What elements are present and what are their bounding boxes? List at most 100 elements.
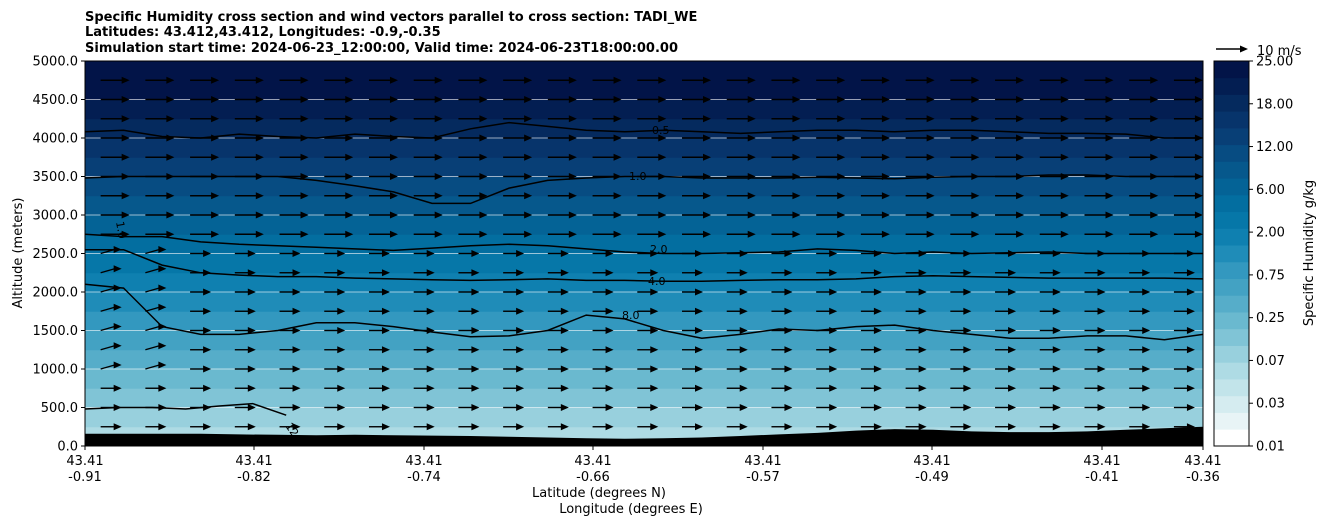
wind-vector (682, 307, 704, 315)
wind-vector-head (1194, 230, 1203, 238)
wind-vector-head (613, 115, 622, 123)
wind-vector (190, 307, 212, 315)
wind-vector-head (784, 269, 793, 277)
wind-vector (324, 327, 346, 334)
wind-vector-head (434, 76, 443, 84)
colorbar-swatch (1214, 362, 1249, 380)
wind-vector-head (479, 96, 488, 103)
wind-vector (816, 76, 846, 84)
wind-vector (1129, 115, 1159, 123)
wind-vector-head (926, 115, 935, 123)
wind-vector-head (524, 134, 533, 142)
wind-vector (324, 307, 346, 315)
colorbar-swatch (1214, 295, 1249, 313)
wind-vector-head (300, 134, 309, 142)
wind-vector-head (747, 173, 756, 180)
wind-vector (1039, 115, 1069, 123)
wind-vector (368, 269, 390, 277)
wind-vector-head (1105, 134, 1114, 142)
x-tick-label-lon: -0.66 (576, 470, 610, 485)
wind-vector-head (381, 269, 390, 277)
wind-vector-shaft (145, 364, 160, 370)
wind-vector (995, 346, 1017, 354)
y-tick-label: 1000.0 (33, 363, 79, 378)
wind-vector (1039, 230, 1069, 238)
wind-vector-head (479, 211, 488, 219)
humidity-band (85, 80, 1203, 100)
wind-vector-head (829, 307, 838, 315)
wind-vector (324, 76, 354, 84)
wind-vector (905, 269, 927, 277)
wind-vector (816, 288, 838, 296)
wind-vector (234, 250, 256, 257)
wind-vector (771, 96, 801, 103)
wind-vector-head (613, 173, 622, 180)
wind-vector-head (926, 76, 935, 84)
wind-vector (100, 192, 130, 200)
wind-vector (1129, 96, 1159, 103)
wind-vector-head (292, 384, 301, 392)
wind-vector (860, 115, 890, 123)
wind-vector-head (792, 115, 801, 123)
wind-vector (190, 211, 220, 219)
wind-vector-head (1060, 192, 1069, 200)
wind-vector-head (471, 423, 480, 431)
wind-vector-head (292, 346, 301, 354)
wind-vector (1173, 230, 1203, 238)
wind-vector-head (784, 327, 793, 334)
wind-vector (995, 307, 1017, 315)
wind-vector-head (337, 250, 346, 257)
wind-vector (637, 192, 667, 200)
wind-vector (279, 404, 301, 411)
wind-vector-head (1097, 423, 1106, 431)
wind-vector (1129, 423, 1151, 431)
wind-vector (324, 153, 354, 161)
wind-vector (905, 192, 935, 200)
humidity-band (85, 330, 1203, 351)
wind-vector-head (1105, 153, 1114, 161)
humidity-band (85, 407, 1203, 428)
wind-vector (503, 346, 525, 354)
wind-vector-head (434, 153, 443, 161)
wind-vector-head (292, 250, 301, 257)
wind-vector (1129, 192, 1159, 200)
wind-vector (547, 230, 577, 238)
wind-vector-head (516, 269, 525, 277)
wind-vectors (100, 76, 1203, 431)
wind-vector-head (1105, 76, 1114, 84)
x-axis: 43.41-0.9143.41-0.8243.41-0.7443.41-0.66… (66, 446, 1222, 485)
wind-vector (234, 404, 256, 411)
wind-vector-head (1150, 134, 1159, 142)
wind-vector (726, 76, 756, 84)
wind-vector (950, 173, 980, 180)
wind-vector-head (158, 246, 167, 253)
wind-vector (816, 423, 838, 431)
wind-vector (547, 269, 569, 277)
wind-vector (682, 211, 712, 219)
wind-vector (682, 423, 704, 431)
wind-vector (547, 250, 569, 257)
wind-vector-head (166, 153, 175, 161)
wind-vector (234, 192, 264, 200)
wind-vector-head (873, 269, 882, 277)
wind-vector-head (516, 288, 525, 296)
wind-vector (234, 423, 256, 431)
wind-vector-head (747, 134, 756, 142)
colorbar-swatch (1214, 77, 1249, 95)
wind-vector (860, 211, 890, 219)
wind-vector-head (829, 250, 838, 257)
wind-vector (1129, 153, 1159, 161)
wind-vector (503, 384, 525, 392)
wind-vector (682, 384, 704, 392)
wind-vector (413, 288, 435, 296)
wind-vector-head (605, 384, 614, 392)
wind-vector-head (1052, 269, 1061, 277)
wind-vector (950, 134, 980, 142)
wind-vector (234, 76, 264, 84)
wind-vector-head (211, 173, 220, 180)
wind-vector-head (650, 404, 659, 411)
wind-vector-head (389, 115, 398, 123)
wind-vector-head (524, 211, 533, 219)
contour-0.5 (85, 121, 1203, 139)
wind-vector-head (971, 134, 980, 142)
